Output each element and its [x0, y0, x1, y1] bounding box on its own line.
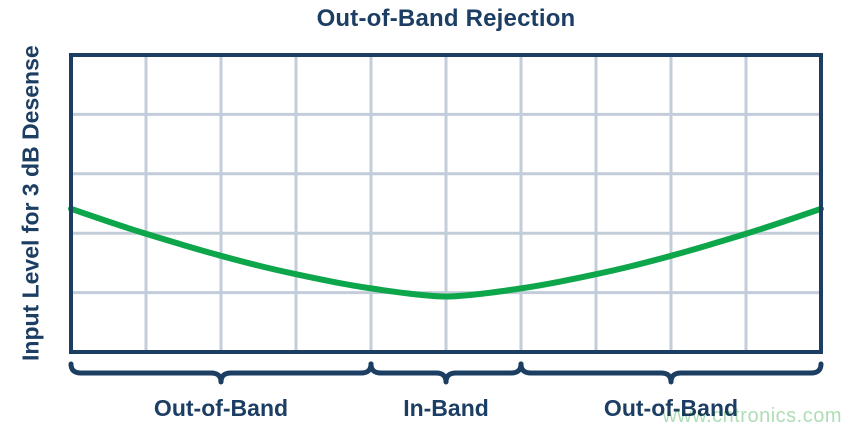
underbrace	[68, 361, 374, 385]
band-label: In-Band	[403, 395, 489, 421]
signal-curve	[68, 205, 824, 300]
watermark: www.cntronics.com	[662, 405, 842, 427]
plot-border	[69, 53, 823, 354]
underbrace	[518, 361, 824, 385]
band-labels: Out-of-Band In-Band Out-of-Band	[0, 395, 844, 427]
band-label: Out-of-Band	[603, 395, 739, 421]
grid-lines	[71, 55, 821, 352]
band-braces	[68, 361, 824, 385]
band-label: Out-of-Band	[153, 395, 289, 421]
chart-title: Out-of-Band Rejection	[316, 5, 576, 32]
underbrace	[368, 361, 524, 385]
